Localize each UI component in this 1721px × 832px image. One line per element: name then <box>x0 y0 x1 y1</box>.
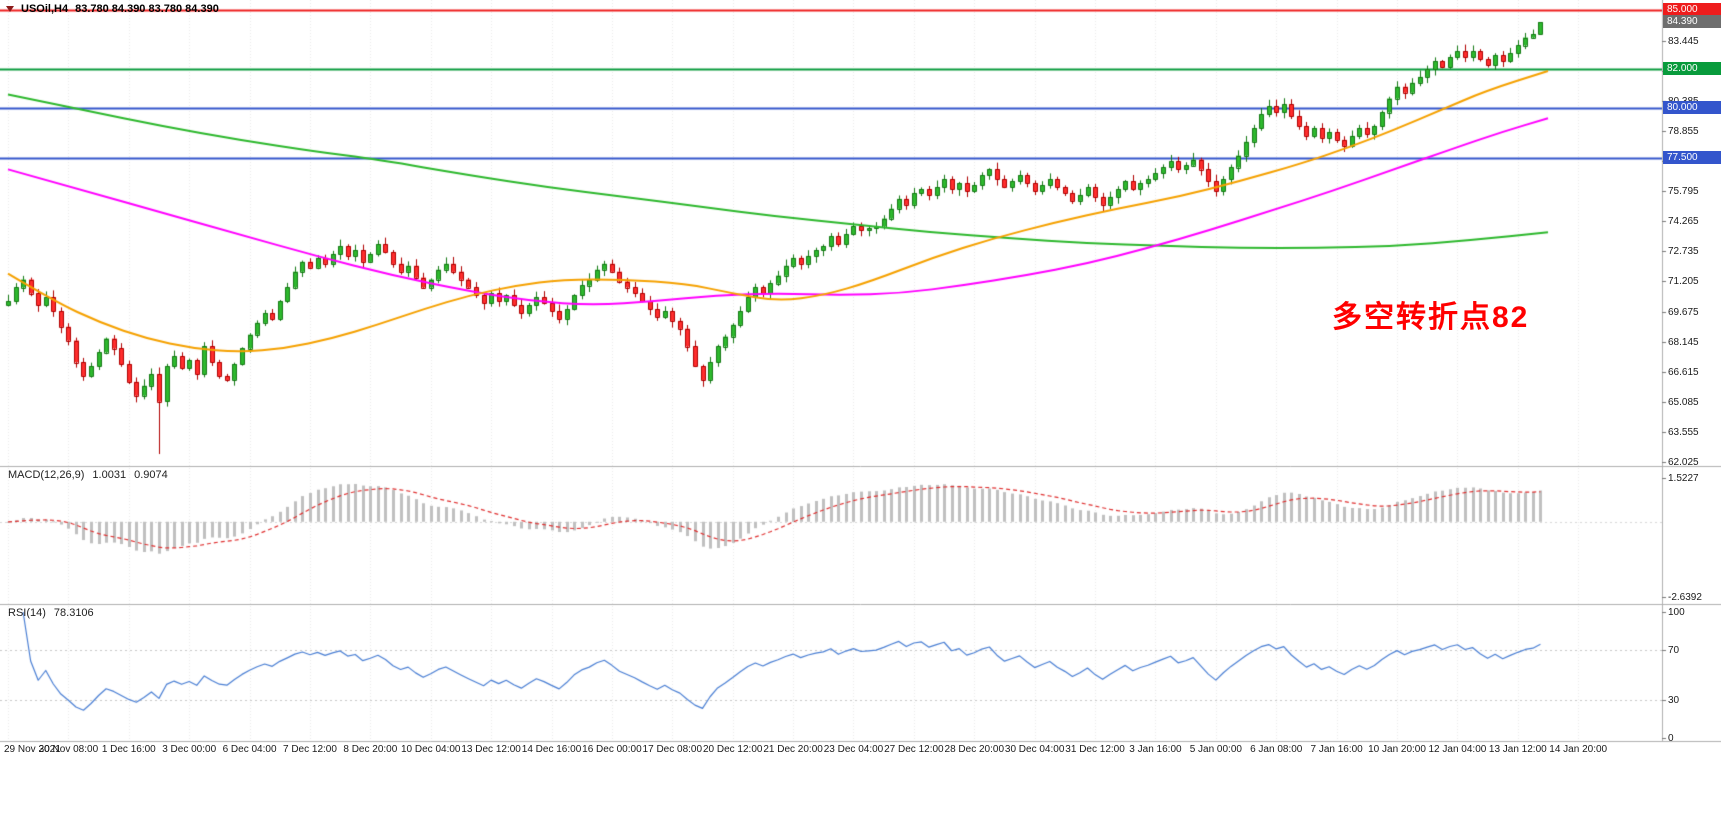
rsi-name-label: RSI(14) <box>8 607 46 619</box>
date-label: 27 Dec 12:00 <box>884 744 944 755</box>
macd-min-tick-label: -2.6392 <box>1668 591 1702 603</box>
chart-annotation-text: 多空转折点82 <box>1332 301 1530 334</box>
hline-price-label[interactable]: 82.000 <box>1663 62 1721 76</box>
price-tick-label: 63.555 <box>1668 426 1699 438</box>
date-label: 10 Dec 04:00 <box>400 744 461 755</box>
price-tick-label: 69.675 <box>1668 306 1699 318</box>
collapse-triangle-icon[interactable] <box>6 6 14 12</box>
date-label: 3 Dec 00:00 <box>162 744 217 755</box>
date-label: 1 Dec 16:00 <box>101 744 156 755</box>
date-label: 13 Dec 12:00 <box>461 744 521 755</box>
price-tick-label: 65.085 <box>1668 396 1699 408</box>
rsi-tick-label: 0 <box>1668 733 1674 744</box>
date-label: 6 Jan 08:00 <box>1250 744 1303 755</box>
date-label: 30 Dec 04:00 <box>1004 744 1065 755</box>
rsi-value: 78.3106 <box>53 607 94 619</box>
date-label: 21 Dec 20:00 <box>763 744 823 755</box>
rsi-indicator-label: RSI(14) 78.3106 <box>8 607 94 619</box>
price-tick-label: 75.795 <box>1668 186 1699 198</box>
ohlc-values-label: 83.780 84.390 83.780 84.390 <box>75 3 219 15</box>
date-label: 13 Jan 12:00 <box>1488 744 1547 755</box>
date-label: 30 Nov 08:00 <box>38 744 99 755</box>
hline-price-label[interactable]: 80.000 <box>1663 101 1721 115</box>
hline-price-label[interactable]: 85.000 <box>1663 3 1721 16</box>
rsi-tick-label: 30 <box>1668 695 1680 707</box>
price-tick-label: 66.615 <box>1668 366 1699 378</box>
macd-main-value: 1.0031 <box>92 469 127 481</box>
price-tick-label: 71.205 <box>1668 276 1699 288</box>
macd-name-label: MACD(12,26,9) <box>8 469 85 481</box>
price-tick-label: 62.025 <box>1668 457 1699 468</box>
date-label: 31 Dec 12:00 <box>1065 744 1125 755</box>
price-tick-label: 72.735 <box>1668 246 1699 258</box>
current-price-label: 84.390 <box>1663 15 1721 28</box>
date-label: 7 Dec 12:00 <box>282 744 337 755</box>
date-label: 16 Dec 00:00 <box>582 744 642 755</box>
date-label: 7 Jan 16:00 <box>1310 744 1363 755</box>
date-label: 8 Dec 20:00 <box>343 744 398 755</box>
date-label: 12 Jan 04:00 <box>1428 744 1487 755</box>
chart-title: USOil,H4 83.780 84.390 83.780 84.390 <box>6 3 219 15</box>
price-tick-label: 78.855 <box>1668 125 1699 137</box>
date-label: 3 Jan 16:00 <box>1129 744 1182 755</box>
macd-signal-value: 0.9074 <box>134 469 168 481</box>
macd-max-tick-label: 1.5227 <box>1668 473 1699 485</box>
date-label: 5 Jan 00:00 <box>1189 744 1242 755</box>
date-label: 28 Dec 20:00 <box>944 744 1005 755</box>
rsi-tick-label: 100 <box>1668 607 1685 618</box>
hline-price-label[interactable]: 77.500 <box>1663 150 1721 164</box>
time-axis[interactable] <box>0 741 1721 759</box>
rsi-tick-label: 70 <box>1668 644 1680 656</box>
date-label: 23 Dec 04:00 <box>823 744 884 755</box>
date-label: 17 Dec 08:00 <box>642 744 703 755</box>
date-label: 14 Dec 16:00 <box>521 744 582 755</box>
date-label: 10 Jan 20:00 <box>1368 744 1426 755</box>
price-tick-label: 68.145 <box>1668 336 1699 348</box>
macd-indicator-label: MACD(12,26,9) 1.0031 0.9074 <box>8 469 168 481</box>
price-tick-label: 80.385 <box>1668 96 1699 107</box>
symbol-timeframe-label: USOil,H4 <box>21 3 69 15</box>
date-label: 20 Dec 12:00 <box>702 744 763 755</box>
price-tick-label: 74.265 <box>1668 216 1699 228</box>
date-label: 6 Dec 04:00 <box>222 744 277 755</box>
date-label: 29 Nov 2021 <box>4 744 61 755</box>
date-label: 14 Jan 20:00 <box>1549 744 1608 755</box>
price-tick-label: 83.445 <box>1668 35 1699 47</box>
